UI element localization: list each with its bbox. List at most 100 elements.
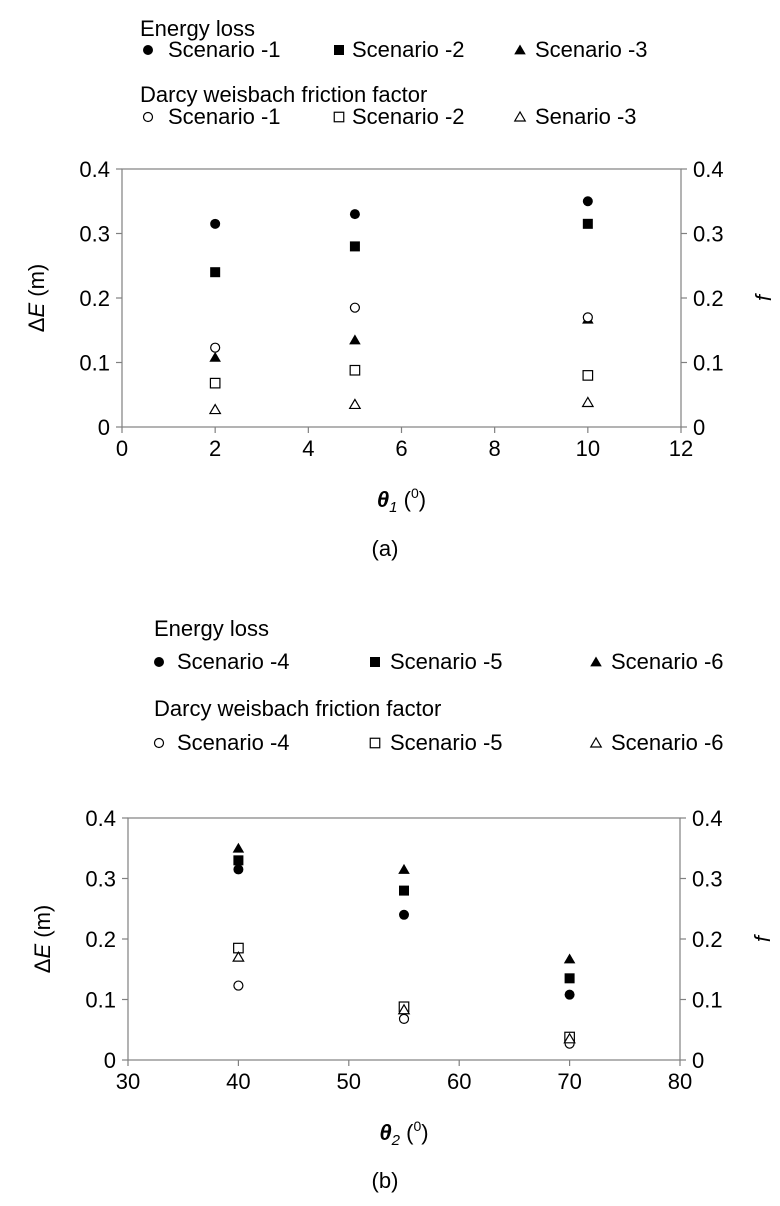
series-circle-filled xyxy=(233,864,575,1000)
data-point xyxy=(233,855,244,866)
data-point xyxy=(210,218,221,229)
y-right-tick-label: 0 xyxy=(693,415,705,440)
legend-marker-square-filled xyxy=(334,45,344,55)
data-point xyxy=(209,351,221,362)
y-left-tick-label: 0 xyxy=(104,1048,116,1073)
y-left-tick-label: 0.1 xyxy=(79,351,110,376)
legend-entry: Scenario -4 xyxy=(177,649,290,674)
legend-group-title: Darcy weisbach friction factor xyxy=(140,82,427,107)
data-point xyxy=(348,398,362,410)
legend-marker-circle-open xyxy=(142,111,154,123)
legend-marker-circle-filled xyxy=(143,45,153,55)
y-left-tick-label: 0.4 xyxy=(85,806,116,831)
legend-group-title: Energy loss xyxy=(154,616,269,641)
y-right-tick-label: 0.4 xyxy=(692,806,723,831)
data-point xyxy=(582,196,593,207)
series-triangle-open xyxy=(232,950,576,1044)
x-tick-label: 8 xyxy=(489,436,501,461)
panel-label: (b) xyxy=(372,1168,399,1193)
series-circle-open xyxy=(210,302,593,353)
x-tick-label: 30 xyxy=(116,1069,140,1094)
data-point xyxy=(232,950,245,962)
series-square-filled xyxy=(233,855,575,984)
legend-marker-triangle-filled xyxy=(514,44,526,55)
x-tick-label: 2 xyxy=(209,436,221,461)
series-square-open xyxy=(209,364,594,389)
legend-entry: Scenario -1 xyxy=(168,37,281,62)
data-point xyxy=(581,396,595,408)
x-tick-label: 10 xyxy=(576,436,600,461)
series-square-open xyxy=(233,942,575,1043)
data-point xyxy=(563,1032,576,1044)
y-right-tick-label: 0.1 xyxy=(693,351,724,376)
data-point xyxy=(233,980,244,991)
data-point xyxy=(398,863,410,874)
data-point xyxy=(582,218,593,229)
legend-entry: Scenario -2 xyxy=(352,104,465,129)
data-point xyxy=(209,377,221,389)
legend-entry: Scenario -1 xyxy=(168,104,281,129)
x-tick-label: 50 xyxy=(337,1069,361,1094)
y-right-axis-label: f xyxy=(751,292,776,301)
data-point xyxy=(349,241,360,252)
data-point xyxy=(208,403,222,415)
y-right-tick-label: 0.3 xyxy=(693,222,724,247)
x-tick-label: 60 xyxy=(447,1069,471,1094)
legend-entry: Scenario -4 xyxy=(177,730,290,755)
series-circle-open xyxy=(233,980,575,1049)
legend-marker-triangle-filled xyxy=(590,656,602,667)
x-tick-label: 4 xyxy=(302,436,314,461)
legend-marker-circle-open xyxy=(153,737,165,749)
legend-group-title: Darcy weisbach friction factor xyxy=(154,696,441,721)
data-point xyxy=(399,909,409,920)
y-left-tick-label: 0.3 xyxy=(85,867,116,892)
legend-marker-square-open xyxy=(333,111,345,123)
data-point xyxy=(563,953,576,964)
y-right-axis-label: f xyxy=(750,933,775,942)
y-left-axis-label: ΔE (m) xyxy=(24,264,49,332)
y-right-tick-label: 0.2 xyxy=(692,927,723,952)
y-right-tick-label: 0.1 xyxy=(692,988,723,1013)
data-point xyxy=(582,370,594,381)
y-left-axis-label: ΔE (m) xyxy=(30,905,55,973)
legend-marker-square-filled xyxy=(370,657,380,667)
data-point xyxy=(349,302,361,313)
y-right-tick-label: 0.3 xyxy=(692,867,723,892)
x-tick-label: 12 xyxy=(669,436,693,461)
y-left-tick-label: 0.1 xyxy=(85,988,116,1013)
chart-panel-a: Energy loss Darcy weisbach friction facto… xyxy=(24,16,776,561)
series-circle-filled xyxy=(210,196,593,229)
plot-area xyxy=(121,168,682,428)
legend-entry: Scenario -2 xyxy=(352,37,465,62)
y-left-tick-label: 0.2 xyxy=(85,927,116,952)
y-right-tick-label: 0.2 xyxy=(693,286,724,311)
legend-entry: Senario -3 xyxy=(535,104,637,129)
data-point xyxy=(349,364,361,376)
legend-group-title: Energy loss xyxy=(140,16,255,41)
data-point xyxy=(564,973,575,984)
data-point xyxy=(399,885,409,896)
legend-marker-circle-filled xyxy=(154,657,164,667)
x-tick-label: 80 xyxy=(668,1069,692,1094)
x-axis-label: θ2 (0) xyxy=(379,1118,428,1149)
data-point xyxy=(349,334,361,345)
data-point xyxy=(564,989,575,1000)
y-left-tick-label: 0.2 xyxy=(79,286,110,311)
data-point xyxy=(349,209,360,220)
series-triangle-open xyxy=(208,396,595,415)
legend-entry: Scenario -5 xyxy=(390,649,503,674)
x-tick-label: 40 xyxy=(226,1069,250,1094)
y-right-tick-label: 0 xyxy=(692,1048,704,1073)
data-point xyxy=(210,342,221,353)
x-tick-label: 6 xyxy=(395,436,407,461)
legend-entry: Scenario -5 xyxy=(390,730,503,755)
series-triangle-filled xyxy=(209,313,594,362)
x-tick-label: 70 xyxy=(557,1069,581,1094)
legend: Energy loss Darcy weisbach friction facto… xyxy=(140,16,648,129)
chart-panel-b: Energy loss Darcy weisbach friction facto… xyxy=(30,616,775,1193)
data-point xyxy=(397,1003,411,1015)
data-point xyxy=(232,842,245,853)
data-point xyxy=(582,312,593,323)
data-point xyxy=(398,1013,410,1024)
